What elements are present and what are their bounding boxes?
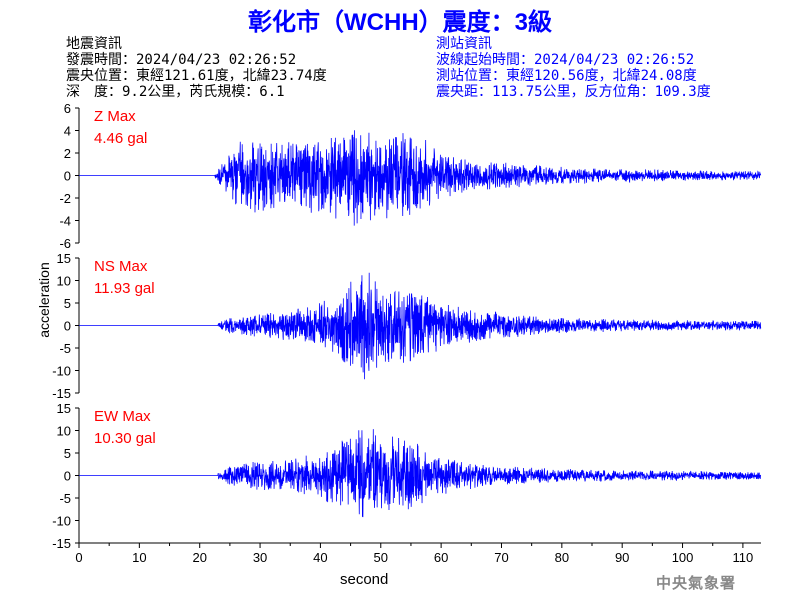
x-tick-label: 80 xyxy=(555,550,569,565)
page-title: 彰化市（WCHH）震度：3級 xyxy=(248,9,552,36)
y-tick-label: 0 xyxy=(64,319,71,334)
max-value-label: 10.30 gal xyxy=(94,430,156,447)
panel-z: -6 -4 -2 0 2 4 6 Z Max 4.46 gal xyxy=(59,101,762,251)
x-axis: 0 10 20 30 40 50 60 70 80 90 100 110 xyxy=(75,542,761,565)
y-tick-label: -2 xyxy=(59,191,71,206)
y-axis-label: acceleration xyxy=(35,262,52,338)
quake-epicenter: 震央位置：東經121.61度，北緯23.74度 xyxy=(66,68,327,84)
y-tick-label: -15 xyxy=(52,386,71,401)
y-tick-label: 15 xyxy=(57,401,71,416)
y-tick-label: 4 xyxy=(64,124,71,139)
y-tick-label: 5 xyxy=(64,446,71,461)
y-tick-label: -5 xyxy=(59,341,71,356)
y-tick-label: 0 xyxy=(64,169,71,184)
y-tick-label: 5 xyxy=(64,296,71,311)
x-tick-label: 30 xyxy=(253,550,267,565)
x-tick-label: 110 xyxy=(733,550,754,565)
max-component-label: EW Max xyxy=(94,408,151,425)
panel-ns: -15 -10 -5 0 5 10 15 NS Max 11.93 gal xyxy=(52,251,762,401)
y-tick-label: -4 xyxy=(59,214,71,229)
y-tick-label: -10 xyxy=(52,364,71,379)
x-tick-label: 60 xyxy=(434,550,448,565)
y-tick-label: 0 xyxy=(64,469,71,484)
station-wave-start: 波線起始時間：2024/04/23 02:26:52 xyxy=(436,52,695,68)
y-tick-label: 15 xyxy=(57,251,71,266)
quake-info-heading: 地震資訊 xyxy=(66,36,122,52)
max-value-label: 4.46 gal xyxy=(94,130,147,147)
x-tick-label: 20 xyxy=(192,550,206,565)
trace-ew xyxy=(79,429,762,518)
x-tick-label: 0 xyxy=(75,550,82,565)
trace-ns xyxy=(79,272,762,380)
quake-depth-magnitude: 深 度：9.2公里，芮氏規模：6.1 xyxy=(66,84,285,100)
max-component-label: NS Max xyxy=(94,258,148,275)
y-tick-label: -10 xyxy=(52,514,71,529)
x-tick-label: 100 xyxy=(672,550,694,565)
x-tick-label: 70 xyxy=(494,550,508,565)
trace-z xyxy=(79,130,762,226)
agency-watermark: 中央氣象署 xyxy=(656,574,737,592)
x-tick-label: 90 xyxy=(615,550,629,565)
station-location: 測站位置：東經120.56度，北緯24.08度 xyxy=(436,68,697,84)
quake-origin-time: 發震時間：2024/04/23 02:26:52 xyxy=(66,52,297,68)
y-tick-label: 10 xyxy=(57,274,71,289)
y-tick-label: -5 xyxy=(59,491,71,506)
max-component-label: Z Max xyxy=(94,108,136,125)
x-tick-label: 40 xyxy=(313,550,327,565)
x-tick-label: 10 xyxy=(132,550,146,565)
y-tick-label: 6 xyxy=(64,101,71,116)
y-tick-label: 10 xyxy=(57,424,71,439)
y-tick-label: -15 xyxy=(52,536,71,551)
station-distance: 震央距：113.75公里，反方位角：109.3度 xyxy=(436,84,711,100)
station-info-heading: 測站資訊 xyxy=(436,36,492,52)
y-tick-label: -6 xyxy=(59,236,71,251)
x-axis-label: second xyxy=(340,571,389,588)
x-tick-label: 50 xyxy=(374,550,388,565)
max-value-label: 11.93 gal xyxy=(94,280,155,297)
y-tick-label: 2 xyxy=(64,146,71,161)
panel-ew: -15 -10 -5 0 5 10 15 EW Max 10.30 gal xyxy=(52,401,762,551)
